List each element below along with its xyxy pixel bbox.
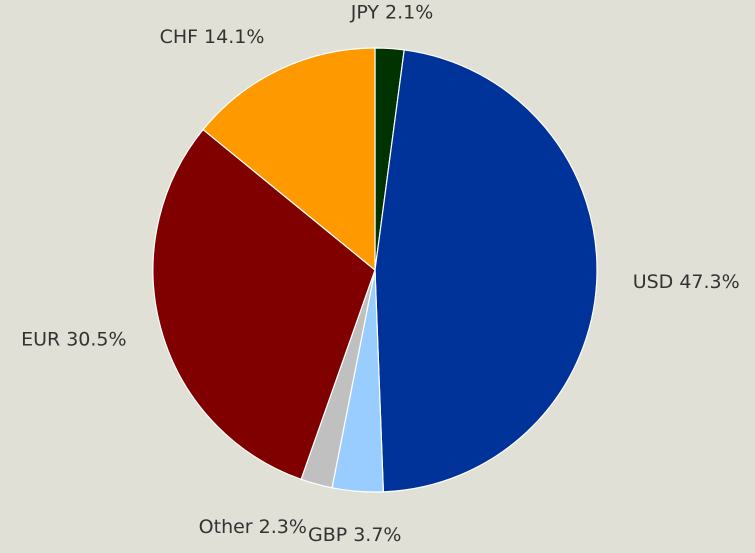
slice-label: JPY 2.1% (350, 1, 434, 23)
slice-value: 14.1% (204, 25, 264, 47)
pie-slice (374, 49, 598, 493)
pie-slice (202, 47, 376, 272)
slice-label: GBP 3.7% (308, 524, 402, 546)
slice-value: 30.5% (66, 328, 126, 350)
slice-value: 2.3% (259, 515, 307, 537)
slice-value: 2.1% (385, 1, 433, 23)
slice-label: CHF 14.1% (160, 25, 265, 47)
slice-category: CHF (160, 25, 198, 47)
pie-slice (152, 128, 376, 481)
slice-category: GBP (308, 524, 347, 546)
slice-value: 47.3% (679, 271, 739, 293)
slice-value: 3.7% (353, 524, 401, 546)
slice-label: EUR 30.5% (21, 328, 126, 350)
slice-category: EUR (21, 328, 60, 350)
slice-category: USD (633, 271, 674, 293)
slice-label: Other 2.3% (199, 515, 307, 537)
slice-category: Other (199, 515, 253, 537)
slice-label: USD 47.3% (633, 271, 740, 293)
slice-category: JPY (350, 1, 380, 23)
